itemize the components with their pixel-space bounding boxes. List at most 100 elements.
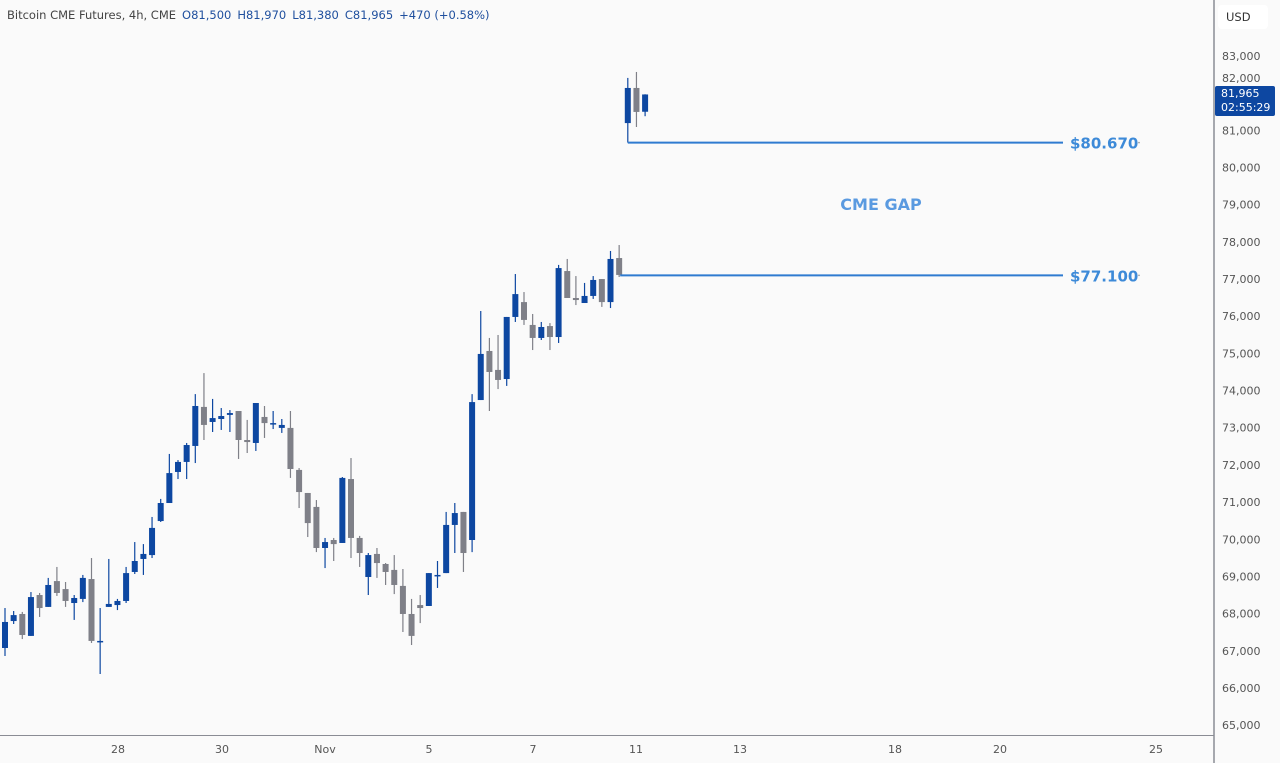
price-tick-label: 79,000 [1222,199,1261,212]
price-tick-label: 76,000 [1222,310,1261,323]
candle [607,250,614,309]
candle-body [425,573,432,606]
candle [183,442,190,480]
time-tick-label: 5 [426,743,433,756]
open-value: O81,500 [182,8,232,22]
candle-body [244,440,251,443]
high-value: H81,970 [237,8,287,22]
candle [538,321,545,340]
candle-body [200,406,207,425]
candle-body [382,563,389,572]
candle [434,561,441,588]
candle [114,598,121,611]
time-tick-label: 18 [888,743,902,756]
time-tick-label: 7 [530,743,537,756]
candle-body [546,326,553,338]
time-tick-label: 30 [215,743,229,756]
candle [10,611,17,625]
candle [322,537,329,569]
candle-body [581,295,588,304]
price-axis[interactable]: 65,000 66,000 67,000 68,000 69,000 70,000 71,0… [1222,50,1261,732]
candle-body [417,605,424,609]
candle [425,573,432,606]
candle [261,405,268,438]
candle-body [572,297,579,301]
candle-body [157,503,164,522]
last-price-label: 81,965 02:55:29 [1215,86,1275,116]
candle [642,94,649,117]
candle-body [633,87,640,112]
candle-body [123,573,130,601]
candle-body [564,271,571,298]
candle [460,511,467,572]
candle [62,582,69,607]
candle-body [19,613,26,635]
candle [339,476,346,543]
candle [209,398,216,433]
candle-body [339,477,346,543]
candle-body [27,597,34,636]
time-tick-label: 11 [629,743,643,756]
candle [53,566,60,596]
gap-levels: $80.670 $77.100 [620,135,1140,285]
candle-body [512,294,519,317]
candle [572,276,579,306]
candle [192,394,199,464]
price-tick-label: 78,000 [1222,236,1261,249]
candle-body [10,615,17,622]
price-tick-label: 83,000 [1222,50,1261,63]
price-tick-label: 82,000 [1222,72,1261,85]
candle-body [642,94,649,112]
price-tick-label: 72,000 [1222,459,1261,472]
candle-body [287,427,294,469]
time-tick-label: 13 [733,743,747,756]
candle-body [296,469,303,493]
candle-body [399,585,406,614]
candle [529,313,536,351]
candle [97,608,104,675]
candle-body [53,581,60,593]
candle [598,279,605,307]
candle-body [477,353,484,401]
candle-body [235,411,242,440]
candle [512,274,519,322]
candle [313,500,320,553]
candle-body [408,613,415,636]
candle [19,611,26,640]
gap-label: CME GAP [840,195,922,214]
price-tick-label: 69,000 [1222,570,1261,583]
time-axis[interactable]: 28 30 Nov 5 7 11 13 18 20 25 [111,743,1163,756]
candle-body [624,87,631,124]
candle-body [538,326,545,338]
candle [503,316,510,386]
candle-body [322,542,329,548]
candle-body [88,579,95,641]
candle-body [330,540,337,545]
candle [399,568,406,633]
candle-body [183,445,190,462]
candle [330,537,337,562]
symbol-legend: Bitcoin CME Futures, 4h, CME O81,500 H81,9… [7,8,490,22]
currency-button[interactable]: USD [1218,5,1268,29]
candle [252,403,259,451]
candle-body [373,553,380,564]
level-dot [1138,141,1140,144]
candle [105,558,112,607]
gap-level-label: $77.100 [1070,267,1138,285]
candle [79,574,86,603]
candle-body [270,423,277,425]
candle-body [166,473,173,504]
candle-body [278,424,285,428]
candle [36,592,43,617]
candle [88,558,95,643]
candle [2,608,8,656]
candle-body [175,461,181,472]
price-tick-label: 73,000 [1222,422,1261,435]
level-dot [1138,274,1140,277]
candle [546,323,553,351]
candle-body [313,506,320,548]
candle-body [140,553,147,559]
candle [71,595,78,620]
candle [200,373,207,440]
